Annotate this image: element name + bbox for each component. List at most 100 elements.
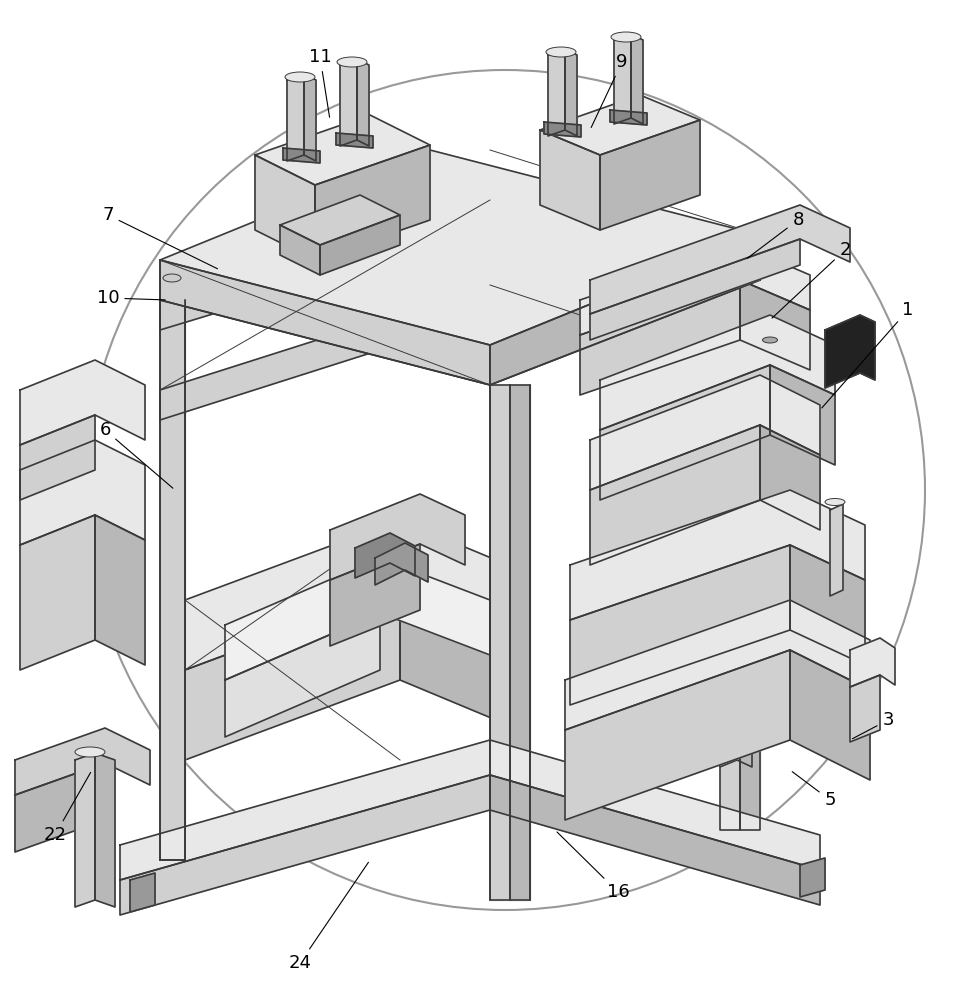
Polygon shape [320,215,400,275]
Polygon shape [280,225,320,275]
Polygon shape [510,385,530,900]
Polygon shape [185,590,400,760]
Polygon shape [548,49,565,136]
Polygon shape [580,245,810,335]
Polygon shape [540,95,700,155]
Polygon shape [315,145,430,260]
Polygon shape [185,520,520,670]
Polygon shape [357,59,369,146]
Text: 11: 11 [308,48,331,117]
Polygon shape [565,600,870,730]
Polygon shape [20,440,145,545]
Polygon shape [95,515,145,665]
Polygon shape [830,504,843,596]
Polygon shape [790,650,870,780]
Polygon shape [570,490,865,620]
Polygon shape [160,285,490,420]
Polygon shape [850,675,880,742]
Polygon shape [225,613,380,737]
Polygon shape [255,115,430,185]
Text: 5: 5 [792,772,835,809]
Ellipse shape [825,498,845,506]
Ellipse shape [163,274,181,282]
Polygon shape [600,120,700,230]
Polygon shape [336,133,373,148]
Polygon shape [255,155,315,260]
Polygon shape [20,415,95,500]
Polygon shape [400,590,520,730]
Polygon shape [355,533,415,578]
Polygon shape [283,148,320,163]
Polygon shape [590,425,760,565]
Polygon shape [20,360,145,445]
Polygon shape [287,74,304,161]
Text: 3: 3 [853,711,894,739]
Text: 9: 9 [591,53,627,127]
Text: 8: 8 [747,211,804,258]
Polygon shape [304,74,316,161]
Polygon shape [590,205,850,314]
Polygon shape [340,59,357,146]
Polygon shape [490,235,760,385]
Polygon shape [720,283,737,767]
Polygon shape [544,122,581,137]
Polygon shape [490,775,820,905]
Polygon shape [614,34,631,124]
Ellipse shape [611,32,641,42]
Polygon shape [160,300,185,860]
Polygon shape [160,260,490,385]
Polygon shape [375,543,428,585]
Polygon shape [120,740,820,880]
Polygon shape [75,753,95,907]
Ellipse shape [763,337,778,343]
Polygon shape [490,385,510,900]
Polygon shape [280,195,400,245]
Polygon shape [740,270,760,830]
Polygon shape [631,34,643,124]
Ellipse shape [699,240,721,249]
Polygon shape [770,365,835,465]
Polygon shape [600,365,770,500]
Polygon shape [720,270,740,830]
Polygon shape [15,763,105,852]
Polygon shape [95,753,115,907]
Text: 2: 2 [772,241,851,318]
Polygon shape [130,873,155,912]
Polygon shape [160,200,490,330]
Polygon shape [490,285,760,405]
Polygon shape [590,375,820,490]
Polygon shape [590,239,800,340]
Polygon shape [825,315,875,388]
Polygon shape [600,315,835,430]
Polygon shape [160,150,760,345]
Polygon shape [565,49,577,136]
Text: 7: 7 [103,206,217,269]
Polygon shape [540,130,600,230]
Polygon shape [330,544,420,646]
Polygon shape [800,858,825,897]
Text: 6: 6 [100,421,172,488]
Polygon shape [737,283,752,767]
Polygon shape [490,200,760,310]
Polygon shape [850,638,895,687]
Text: 10: 10 [97,289,165,307]
Text: 16: 16 [557,832,629,901]
Polygon shape [610,110,647,125]
Ellipse shape [285,72,315,82]
Text: 22: 22 [43,772,91,844]
Polygon shape [760,425,820,530]
Polygon shape [330,494,465,580]
Polygon shape [565,650,790,820]
Text: 24: 24 [288,862,369,972]
Polygon shape [20,515,95,670]
Ellipse shape [546,47,576,57]
Polygon shape [790,545,865,665]
Ellipse shape [337,57,367,67]
Polygon shape [15,728,150,795]
Polygon shape [225,558,490,680]
Ellipse shape [75,747,105,757]
Polygon shape [580,280,740,395]
Text: 1: 1 [822,301,914,408]
Polygon shape [740,280,810,370]
Polygon shape [120,775,490,915]
